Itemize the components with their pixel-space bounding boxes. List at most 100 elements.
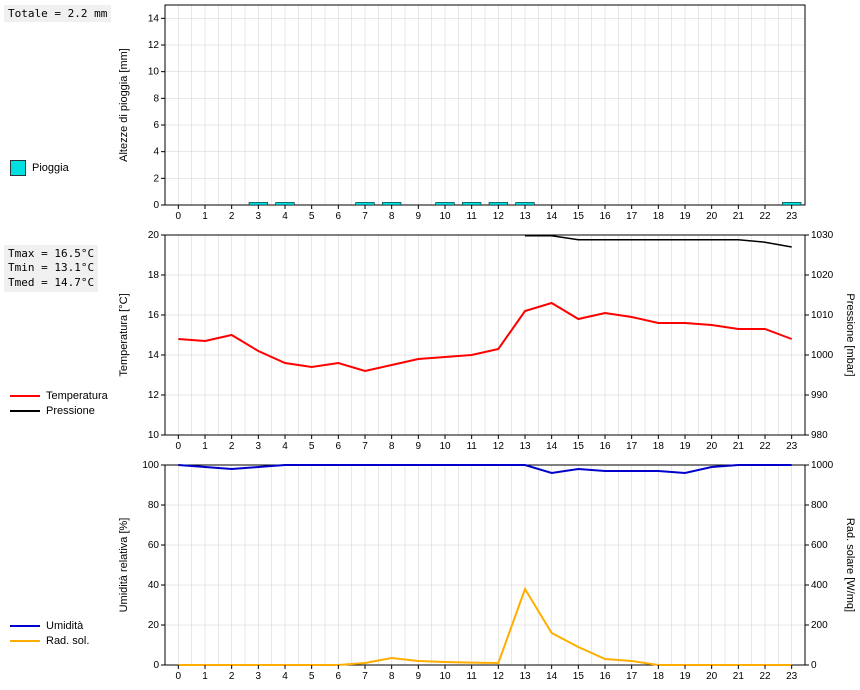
- svg-text:0: 0: [176, 441, 182, 452]
- svg-text:8: 8: [389, 671, 395, 682]
- svg-text:Altezze di pioggia [mm]: Altezze di pioggia [mm]: [118, 48, 130, 162]
- chart-container: Totale = 2.2 mm Pioggia Tmax = 16.5°C Tm…: [0, 0, 860, 690]
- svg-text:16: 16: [148, 310, 160, 321]
- svg-text:6: 6: [153, 120, 159, 131]
- svg-text:6: 6: [336, 671, 342, 682]
- svg-text:80: 80: [148, 500, 160, 511]
- svg-text:9: 9: [416, 441, 422, 452]
- svg-text:0: 0: [811, 660, 817, 671]
- svg-text:0: 0: [176, 671, 182, 682]
- svg-text:10: 10: [148, 67, 160, 78]
- svg-text:200: 200: [811, 620, 828, 631]
- svg-text:16: 16: [599, 211, 611, 222]
- svg-text:16: 16: [599, 671, 611, 682]
- svg-text:1020: 1020: [811, 270, 834, 281]
- svg-text:20: 20: [706, 671, 718, 682]
- svg-text:4: 4: [282, 211, 288, 222]
- svg-text:60: 60: [148, 540, 160, 551]
- svg-text:3: 3: [256, 441, 262, 452]
- svg-text:18: 18: [148, 270, 160, 281]
- svg-text:1030: 1030: [811, 230, 834, 241]
- svg-text:15: 15: [573, 441, 585, 452]
- svg-text:14: 14: [546, 441, 558, 452]
- svg-text:19: 19: [679, 671, 691, 682]
- svg-text:22: 22: [759, 441, 771, 452]
- svg-text:9: 9: [416, 211, 422, 222]
- svg-text:13: 13: [519, 441, 531, 452]
- svg-text:15: 15: [573, 671, 585, 682]
- svg-text:4: 4: [153, 147, 159, 158]
- svg-text:7: 7: [362, 211, 368, 222]
- svg-text:7: 7: [362, 671, 368, 682]
- svg-text:1: 1: [202, 211, 208, 222]
- svg-text:10: 10: [439, 441, 451, 452]
- svg-text:21: 21: [733, 671, 745, 682]
- svg-text:10: 10: [439, 671, 451, 682]
- svg-text:22: 22: [759, 211, 771, 222]
- svg-text:10: 10: [439, 211, 451, 222]
- svg-text:16: 16: [599, 441, 611, 452]
- svg-text:1: 1: [202, 671, 208, 682]
- svg-text:3: 3: [256, 211, 262, 222]
- svg-text:2: 2: [153, 173, 159, 184]
- svg-text:100: 100: [142, 460, 159, 471]
- svg-text:22: 22: [759, 671, 771, 682]
- svg-text:17: 17: [626, 211, 638, 222]
- svg-text:5: 5: [309, 671, 315, 682]
- svg-text:14: 14: [148, 350, 160, 361]
- svg-text:980: 980: [811, 430, 828, 441]
- svg-text:12: 12: [148, 390, 160, 401]
- svg-text:23: 23: [786, 211, 798, 222]
- svg-text:18: 18: [653, 441, 665, 452]
- svg-text:21: 21: [733, 441, 745, 452]
- svg-text:8: 8: [389, 211, 395, 222]
- svg-text:1000: 1000: [811, 350, 834, 361]
- svg-text:8: 8: [153, 93, 159, 104]
- svg-text:14: 14: [148, 13, 160, 24]
- svg-text:12: 12: [493, 211, 505, 222]
- svg-text:12: 12: [493, 441, 505, 452]
- svg-text:5: 5: [309, 211, 315, 222]
- svg-text:14: 14: [546, 211, 558, 222]
- svg-text:Pressione [mbar]: Pressione [mbar]: [844, 293, 856, 376]
- svg-text:1000: 1000: [811, 460, 834, 471]
- svg-text:4: 4: [282, 441, 288, 452]
- svg-text:17: 17: [626, 671, 638, 682]
- svg-text:0: 0: [153, 660, 159, 671]
- svg-text:20: 20: [706, 441, 718, 452]
- svg-text:990: 990: [811, 390, 828, 401]
- svg-text:19: 19: [679, 211, 691, 222]
- svg-text:20: 20: [148, 230, 160, 241]
- svg-text:Rad. solare [W/mq]: Rad. solare [W/mq]: [844, 518, 856, 612]
- svg-text:21: 21: [733, 211, 745, 222]
- svg-text:9: 9: [416, 671, 422, 682]
- svg-text:11: 11: [466, 671, 477, 682]
- svg-text:600: 600: [811, 540, 828, 551]
- svg-text:1: 1: [202, 441, 208, 452]
- svg-text:23: 23: [786, 441, 798, 452]
- svg-text:800: 800: [811, 500, 828, 511]
- svg-text:14: 14: [546, 671, 558, 682]
- svg-text:11: 11: [466, 211, 477, 222]
- svg-text:1010: 1010: [811, 310, 834, 321]
- svg-text:5: 5: [309, 441, 315, 452]
- svg-text:6: 6: [336, 441, 342, 452]
- svg-text:3: 3: [256, 671, 262, 682]
- svg-text:7: 7: [362, 441, 368, 452]
- svg-text:13: 13: [519, 671, 531, 682]
- svg-text:4: 4: [282, 671, 288, 682]
- svg-text:18: 18: [653, 211, 665, 222]
- svg-text:12: 12: [148, 40, 160, 51]
- svg-text:40: 40: [148, 580, 160, 591]
- svg-text:18: 18: [653, 671, 665, 682]
- svg-text:2: 2: [229, 671, 235, 682]
- svg-text:20: 20: [706, 211, 718, 222]
- svg-text:Temperatura [°C]: Temperatura [°C]: [118, 293, 130, 376]
- svg-text:400: 400: [811, 580, 828, 591]
- svg-text:8: 8: [389, 441, 395, 452]
- svg-text:11: 11: [466, 441, 477, 452]
- svg-text:10: 10: [148, 430, 160, 441]
- svg-text:6: 6: [336, 211, 342, 222]
- svg-text:Umidità relativa [%]: Umidità relativa [%]: [118, 518, 130, 613]
- svg-text:2: 2: [229, 441, 235, 452]
